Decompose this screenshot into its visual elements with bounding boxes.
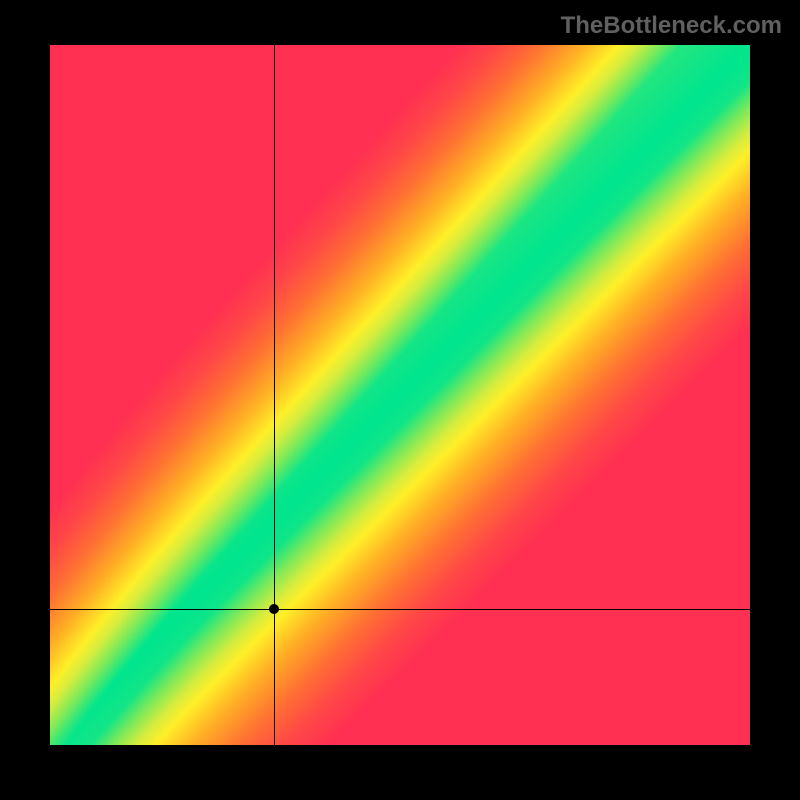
crosshair-vertical <box>274 45 275 745</box>
crosshair-marker-dot <box>269 604 279 614</box>
watermark: TheBottleneck.com <box>561 12 782 40</box>
bottleneck-heatmap <box>50 45 750 745</box>
heatmap-canvas <box>50 45 750 745</box>
crosshair-horizontal <box>50 609 750 610</box>
